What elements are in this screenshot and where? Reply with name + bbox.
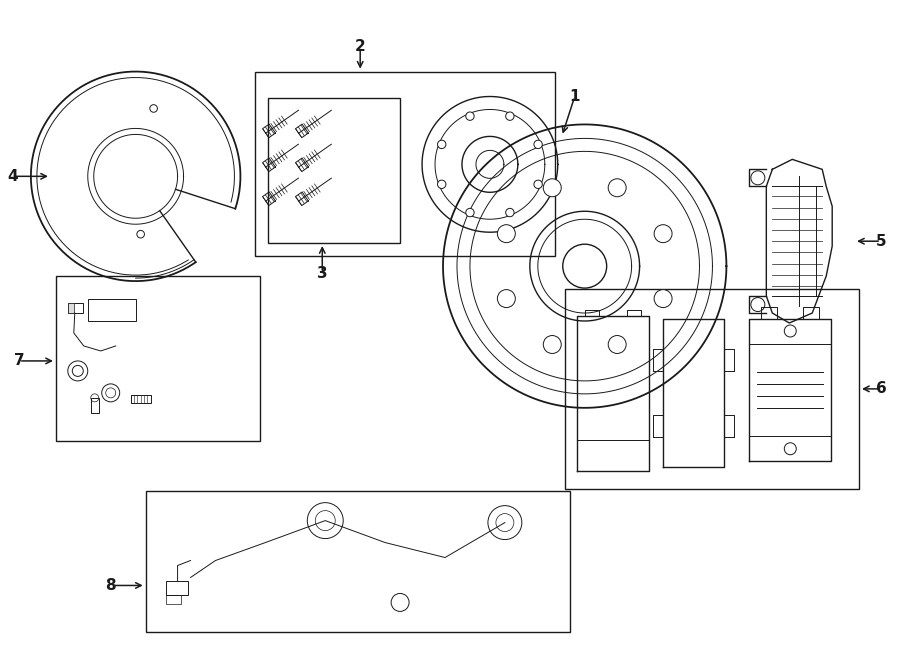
Circle shape <box>544 178 562 197</box>
Circle shape <box>437 180 446 188</box>
Text: 4: 4 <box>7 169 18 184</box>
Circle shape <box>466 112 474 120</box>
Text: 1: 1 <box>570 89 580 104</box>
Bar <box>565 289 860 488</box>
Bar <box>166 582 187 596</box>
Bar <box>68 303 83 313</box>
Bar <box>146 490 570 633</box>
Circle shape <box>506 208 514 217</box>
Circle shape <box>506 112 514 120</box>
Bar <box>68 303 74 313</box>
Circle shape <box>534 140 543 149</box>
Bar <box>577 316 649 440</box>
Bar <box>256 71 554 256</box>
Bar <box>91 398 99 413</box>
Circle shape <box>654 225 672 243</box>
Text: 5: 5 <box>876 234 886 249</box>
Text: 2: 2 <box>355 39 365 54</box>
Circle shape <box>534 180 543 188</box>
Circle shape <box>784 325 796 337</box>
Bar <box>56 276 260 441</box>
Text: 7: 7 <box>14 354 24 368</box>
Circle shape <box>498 290 516 307</box>
Circle shape <box>784 443 796 455</box>
Text: 8: 8 <box>105 578 116 593</box>
Text: 3: 3 <box>317 266 328 281</box>
Circle shape <box>466 208 474 217</box>
Bar <box>166 596 181 604</box>
Bar <box>130 395 150 403</box>
Circle shape <box>562 244 607 288</box>
Bar <box>88 299 136 321</box>
Circle shape <box>654 290 672 307</box>
Circle shape <box>437 140 446 149</box>
Circle shape <box>608 336 626 354</box>
Bar <box>268 98 400 243</box>
Circle shape <box>608 178 626 197</box>
Circle shape <box>544 336 562 354</box>
Text: 6: 6 <box>876 381 886 397</box>
Circle shape <box>498 225 516 243</box>
